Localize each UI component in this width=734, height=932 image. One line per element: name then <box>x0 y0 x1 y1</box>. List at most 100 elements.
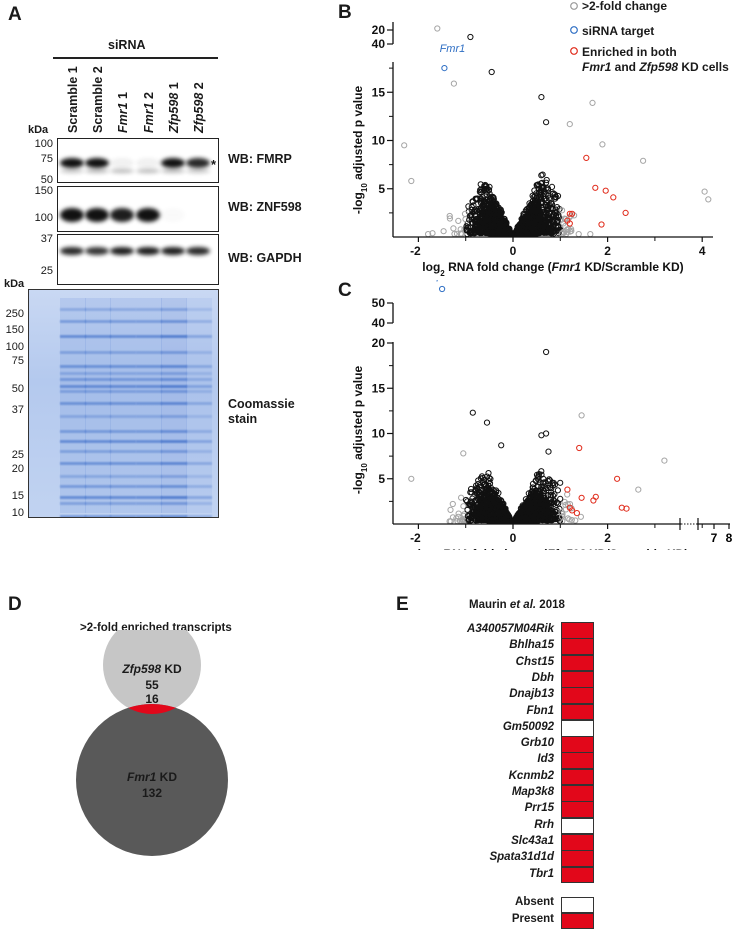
panel-label-a: A <box>8 4 22 25</box>
data-point <box>492 225 499 232</box>
data-point <box>490 215 497 222</box>
legend-sirna-target: siRNA target <box>582 24 655 38</box>
kda-marker: 75 <box>40 153 53 165</box>
gel-kda-marker: 10 <box>11 507 24 519</box>
data-point <box>486 190 493 197</box>
gel-band <box>136 351 162 354</box>
gel-band <box>60 402 86 405</box>
data-point <box>475 492 482 499</box>
data-point <box>495 229 502 236</box>
data-point <box>544 484 551 491</box>
blot-2 <box>57 234 219 285</box>
data-point <box>487 488 494 495</box>
data-point <box>545 206 552 213</box>
gel-band <box>110 390 136 393</box>
gel-band <box>136 496 162 499</box>
x-tick-label: 2 <box>604 244 611 258</box>
x-tick-label: 4 <box>699 244 706 258</box>
data-point <box>550 509 557 516</box>
enriched-point <box>592 184 599 191</box>
gel-band <box>161 365 187 368</box>
data-point <box>587 231 594 238</box>
legend-and: and <box>611 60 640 74</box>
blot-band <box>136 158 160 168</box>
data-point <box>455 217 462 224</box>
data-point <box>458 494 465 501</box>
blot-band <box>186 158 210 168</box>
blot-band <box>85 208 109 222</box>
gel-band <box>161 351 187 354</box>
enriched-point <box>583 154 590 161</box>
gel-band <box>60 430 86 433</box>
kda-label: kDa <box>28 124 49 136</box>
blot-band <box>110 158 134 168</box>
gel-band <box>186 475 212 478</box>
gel-band <box>60 496 86 499</box>
gel-band <box>136 430 162 433</box>
enriched-point <box>566 220 573 227</box>
data-point <box>540 185 547 192</box>
data-point <box>539 171 546 178</box>
blot-band <box>161 247 185 255</box>
gel-band <box>60 415 86 418</box>
kda-marker: 100 <box>34 212 53 224</box>
gel-band <box>161 378 187 381</box>
data-point <box>449 500 456 508</box>
gel-band <box>161 496 187 499</box>
data-point <box>485 224 492 231</box>
data-point <box>446 215 453 222</box>
gel-band <box>85 402 111 405</box>
data-point <box>599 141 606 148</box>
data-point <box>554 487 562 494</box>
blot-band <box>161 169 185 173</box>
data-point <box>487 205 494 212</box>
gel-band <box>110 415 136 418</box>
blot-1 <box>57 186 219 232</box>
gel-lane <box>136 298 162 513</box>
gel-band <box>161 450 187 453</box>
data-point <box>543 119 550 126</box>
gel-band <box>110 402 136 405</box>
gel-kda-marker: 20 <box>11 463 24 475</box>
data-point <box>487 194 494 202</box>
gel-band <box>85 496 111 499</box>
data-point <box>469 219 476 227</box>
gel-band <box>136 308 162 311</box>
gel-band <box>186 430 212 433</box>
data-point <box>446 212 453 220</box>
legend-fold-change: >2-fold change <box>582 0 668 13</box>
gel-band <box>186 502 212 505</box>
blot-band <box>110 169 134 173</box>
data-point <box>559 207 566 214</box>
data-point <box>497 206 504 213</box>
data-point <box>527 229 534 236</box>
data-point <box>537 189 544 196</box>
gel-kda-marker: 75 <box>11 355 24 367</box>
sirna-target-point <box>441 65 448 72</box>
gel-band <box>161 402 187 405</box>
data-point <box>461 210 469 217</box>
gel-band <box>186 462 212 465</box>
data-point <box>539 479 547 486</box>
gel-band <box>136 415 162 418</box>
data-point <box>490 194 497 201</box>
data-point <box>562 506 570 513</box>
data-point <box>537 209 544 216</box>
data-point <box>450 225 457 232</box>
data-point <box>434 25 441 32</box>
gel-band <box>136 462 162 465</box>
data-point <box>547 220 554 227</box>
x-tick-label: 0 <box>510 244 517 258</box>
blot-band <box>60 158 84 168</box>
blot-band <box>110 247 134 255</box>
legend-blue-circle-icon <box>570 26 578 34</box>
blot-band <box>136 208 160 222</box>
gel-band <box>110 351 136 354</box>
gel-band <box>60 440 86 443</box>
data-point <box>538 468 545 475</box>
gel-band <box>186 485 212 488</box>
gel-band <box>60 485 86 488</box>
data-point <box>479 210 486 217</box>
data-point <box>447 506 454 513</box>
data-point <box>544 203 552 210</box>
